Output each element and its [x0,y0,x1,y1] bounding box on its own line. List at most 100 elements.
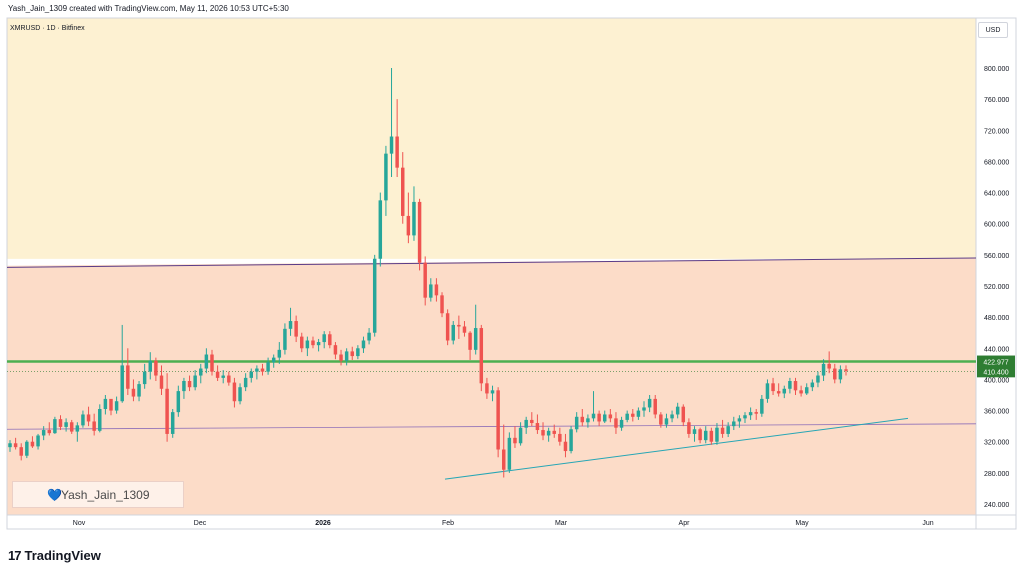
candle-body [266,362,270,372]
candle-body [13,443,18,448]
candle-body [86,414,91,422]
candle-body [502,449,506,470]
candle-body [41,430,46,436]
candle-body [833,368,837,380]
candle-body [81,414,85,426]
candle-body [260,368,265,372]
x-tick-label: Feb [442,520,454,527]
time-axis-bg [7,515,976,529]
candle-body [243,377,248,388]
candle-body [765,383,770,399]
y-tick-label: 720.000 [984,128,1009,135]
author-watermark: 💙 Yash_Jain_1309 [12,481,184,508]
candle-body [748,412,753,416]
candle-body [580,416,585,423]
x-tick-label: Jun [922,520,933,527]
candle-body [552,430,556,434]
candle-body [726,426,730,434]
candle-body [30,441,35,447]
candle-body [384,153,388,201]
candle-body [513,437,517,444]
candle-body [367,332,371,341]
candle-body [647,398,652,408]
currency-selector[interactable]: USD [978,22,1008,38]
candle-body [114,401,119,411]
candle-body [636,410,641,417]
resistance-line[interactable] [6,257,977,268]
candle-body [131,388,136,397]
brand-name: TradingView [24,547,101,563]
candle-body [625,413,629,420]
candle-body [793,380,798,391]
candle-body [182,380,186,392]
candle-body [350,351,354,357]
y-tick-label: 600.000 [984,222,1009,229]
candle-body [255,368,259,372]
candle-body [541,430,545,436]
candle-body [238,387,242,402]
candle-body [25,441,29,456]
candle-body [75,425,80,432]
candle-body [844,369,848,371]
candle-body [692,429,697,434]
candle-body [344,351,349,361]
candle-body [69,422,74,432]
candle-body [530,419,534,424]
candle-body [389,136,394,154]
y-tick-label: 480.000 [984,315,1009,322]
candle-body [586,418,590,423]
candle-body [294,321,298,337]
candles [8,68,848,478]
ascending-trendline[interactable] [444,417,909,480]
candle-body [816,375,820,383]
candle-body [372,258,377,333]
watermark-text: Yash_Jain_1309 [61,487,150,502]
candle-body [754,412,758,414]
candle-body [771,383,775,392]
y-tick-label: 440.000 [984,346,1009,353]
x-tick-label: Nov [73,520,86,527]
candle-body [496,390,500,450]
candle-body [608,414,613,419]
candle-body [429,284,433,298]
price-axis[interactable]: 800.000 760.000 720.000 680.000 640.000 600.0… [977,66,1015,509]
x-tick-label: Dec [194,520,207,527]
time-axis[interactable]: Nov Dec 2026 Feb Mar Apr May Jun [73,520,934,527]
candle-body [524,419,528,428]
candle-body [165,388,169,434]
candle-body [788,380,792,389]
candle-body [574,416,579,430]
price-axis-bg [976,18,1016,515]
candle-body [300,336,304,349]
candle-body [776,391,781,394]
candle-body [760,398,764,414]
candle-body [103,398,108,410]
candle-body [58,419,63,427]
candle-body [187,380,192,388]
level-lines [6,257,977,480]
candle-body [159,375,164,389]
candle-body [361,340,366,349]
candle-body [558,433,562,442]
upper-zone [7,18,976,259]
chart-header-text: Yash_Jain_1309 created with TradingView.… [8,4,289,13]
candle-body [490,390,495,394]
x-tick-label: 2026 [315,520,331,527]
y-tick-label: 680.000 [984,159,1009,166]
candle-body [642,407,646,411]
candle-body [485,383,489,394]
candle-body [92,421,96,431]
candle-body [799,390,803,394]
y-tick-label: 240.000 [984,502,1009,509]
candle-body [322,334,326,343]
y-tick-label: 400.000 [984,377,1009,384]
candle-body [720,427,725,434]
candle-body [328,334,332,346]
tradingview-brand[interactable]: 17 TradingView [8,546,101,564]
candle-body [468,332,472,350]
background-zones [6,17,1017,530]
candle-body [417,201,422,263]
candle-body [311,340,315,346]
y-tick-label: 520.000 [984,284,1009,291]
